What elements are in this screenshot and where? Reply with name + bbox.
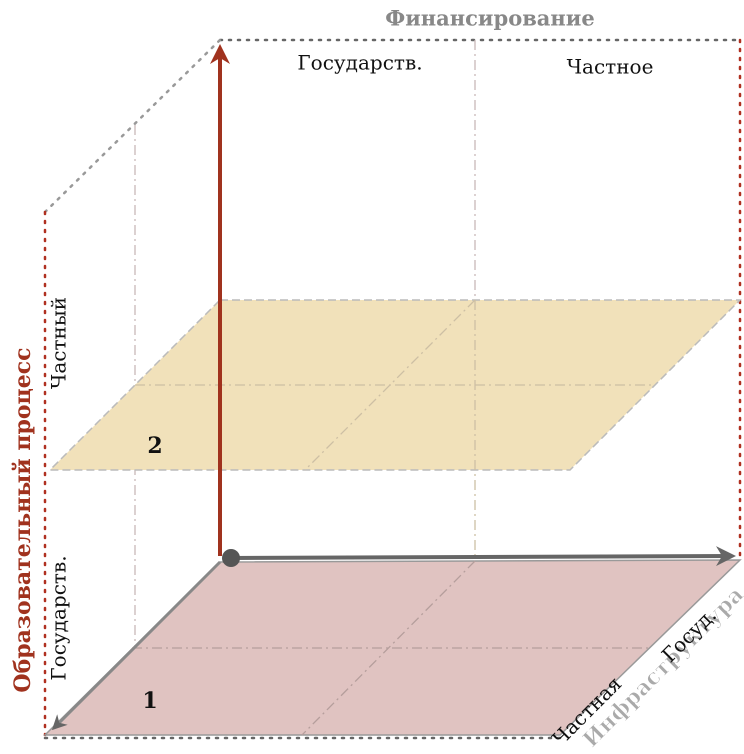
plane-1-grid	[132, 560, 650, 736]
origin	[222, 549, 240, 567]
frame	[43, 38, 742, 740]
infrastructure-axis	[51, 560, 222, 731]
plane-1-label: 1	[142, 688, 157, 714]
plane-2-label: 2	[147, 433, 162, 459]
funding-axis	[229, 546, 736, 567]
education-title: Образовательный процесс	[10, 347, 36, 692]
funding-state: Государств.	[297, 51, 422, 75]
education-private: Частный	[47, 297, 71, 389]
education-state: Государств.	[47, 555, 71, 680]
funding-title: Финансирование	[385, 6, 594, 31]
funding-private: Частное	[567, 55, 654, 79]
